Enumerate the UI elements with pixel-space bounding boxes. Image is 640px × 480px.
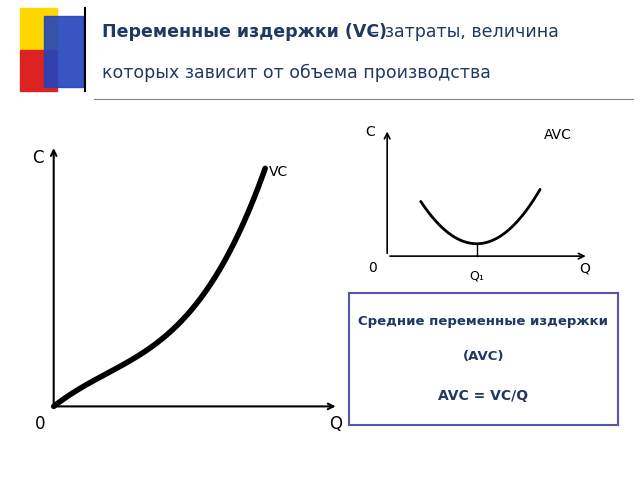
Text: Q: Q [579, 262, 590, 276]
Text: Q: Q [329, 415, 342, 433]
Text: AVC = VC/Q: AVC = VC/Q [438, 389, 528, 403]
Text: (AVC): (AVC) [463, 349, 504, 363]
Text: Q₁: Q₁ [469, 270, 484, 283]
Text: C: C [31, 149, 43, 167]
Bar [44, 16, 83, 87]
Text: VC: VC [269, 165, 289, 179]
Bar [20, 50, 58, 91]
Text: – затраты, величина: – затраты, величина [365, 23, 559, 41]
Bar [20, 9, 58, 48]
Text: Средние переменные издержки: Средние переменные издержки [358, 315, 608, 328]
Text: C: C [365, 125, 375, 139]
Text: AVC: AVC [544, 128, 572, 142]
Text: 0: 0 [35, 415, 45, 433]
Text: которых зависит от объема производства: которых зависит от объема производства [102, 64, 492, 82]
Text: 0: 0 [368, 262, 376, 276]
Text: Переменные издержки (VC): Переменные издержки (VC) [102, 23, 387, 41]
